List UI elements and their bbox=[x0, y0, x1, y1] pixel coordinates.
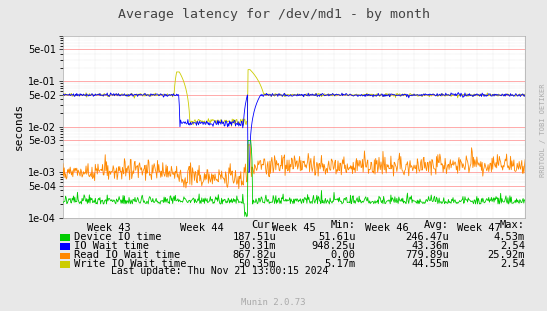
Text: IO Wait time: IO Wait time bbox=[74, 241, 149, 251]
Text: 0.00: 0.00 bbox=[330, 250, 356, 260]
Y-axis label: seconds: seconds bbox=[14, 103, 24, 150]
Text: Cur:: Cur: bbox=[251, 220, 276, 230]
Text: Last update: Thu Nov 21 13:00:15 2024: Last update: Thu Nov 21 13:00:15 2024 bbox=[111, 266, 328, 276]
Text: RRDTOOL / TOBI OETIKER: RRDTOOL / TOBI OETIKER bbox=[540, 84, 546, 177]
Text: 50.35m: 50.35m bbox=[238, 259, 276, 269]
Text: 867.82u: 867.82u bbox=[232, 250, 276, 260]
Text: Read IO Wait time: Read IO Wait time bbox=[74, 250, 180, 260]
Text: Write IO Wait time: Write IO Wait time bbox=[74, 259, 187, 269]
Text: 948.25u: 948.25u bbox=[312, 241, 356, 251]
Text: 4.53m: 4.53m bbox=[494, 232, 525, 242]
Text: 2.54: 2.54 bbox=[500, 259, 525, 269]
Text: 779.89u: 779.89u bbox=[405, 250, 449, 260]
Text: Max:: Max: bbox=[500, 220, 525, 230]
Text: Min:: Min: bbox=[330, 220, 356, 230]
Text: 187.51u: 187.51u bbox=[232, 232, 276, 242]
Text: 25.92m: 25.92m bbox=[487, 250, 525, 260]
Text: Average latency for /dev/md1 - by month: Average latency for /dev/md1 - by month bbox=[118, 8, 429, 21]
Text: Device IO time: Device IO time bbox=[74, 232, 161, 242]
Text: Avg:: Avg: bbox=[423, 220, 449, 230]
Text: 5.17m: 5.17m bbox=[324, 259, 356, 269]
Text: 246.47u: 246.47u bbox=[405, 232, 449, 242]
Text: 44.55m: 44.55m bbox=[411, 259, 449, 269]
Text: 43.36m: 43.36m bbox=[411, 241, 449, 251]
Text: 2.54: 2.54 bbox=[500, 241, 525, 251]
Text: 50.31m: 50.31m bbox=[238, 241, 276, 251]
Text: Munin 2.0.73: Munin 2.0.73 bbox=[241, 298, 306, 307]
Text: 51.61u: 51.61u bbox=[318, 232, 356, 242]
